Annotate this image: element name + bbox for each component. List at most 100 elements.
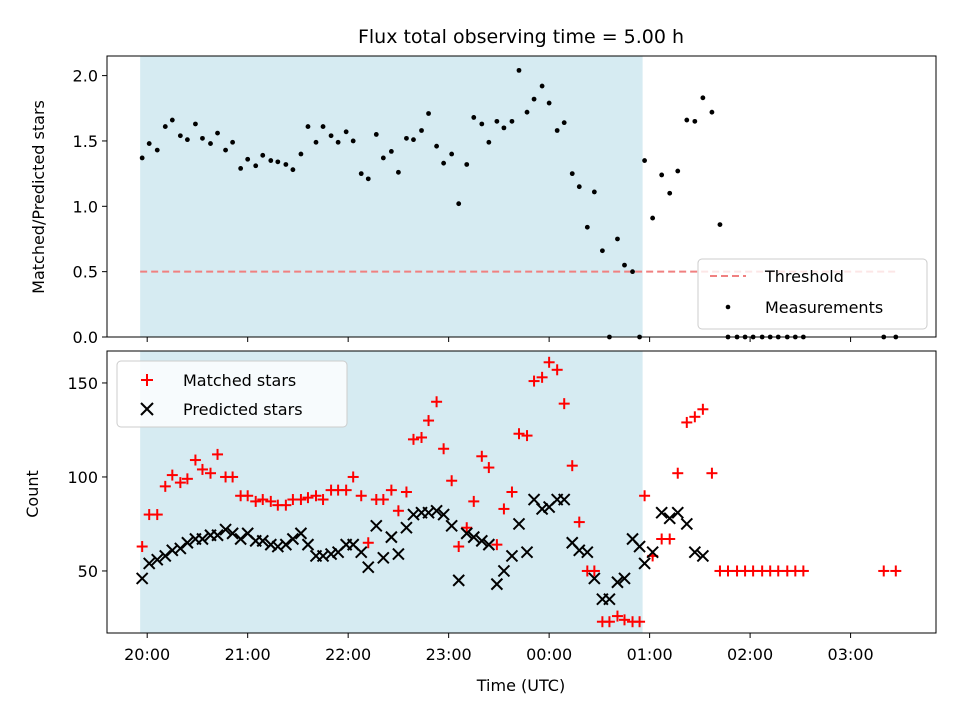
bottom-ytick-label: 100 <box>67 468 98 487</box>
matched-star-point <box>697 403 709 415</box>
matched-star-point <box>302 492 314 504</box>
measurement-point <box>245 156 251 162</box>
legend-predicted-label: Predicted stars <box>183 400 303 419</box>
matched-star-point <box>431 396 443 408</box>
measurement-point <box>569 171 575 177</box>
predicted-star-point <box>226 527 239 540</box>
matched-star-point <box>536 371 548 383</box>
measurement-point <box>184 137 190 143</box>
top-shaded-span <box>140 56 643 337</box>
measurement-point <box>441 160 447 166</box>
measurement-point <box>305 124 311 129</box>
measurement-point <box>215 130 220 136</box>
measurement-point <box>268 158 274 163</box>
measurement-point <box>456 201 462 207</box>
measurement-point <box>539 83 545 89</box>
matched-star-point <box>521 430 533 442</box>
predicted-star-point <box>646 545 659 559</box>
measurement-point <box>434 143 439 149</box>
matched-star-point <box>513 428 525 440</box>
legend-matched-label: Matched stars <box>183 371 296 390</box>
bottom-xtick-label: 22:00 <box>325 645 371 664</box>
predicted-star-point <box>671 506 684 519</box>
bottom-plot-frame <box>106 350 937 634</box>
measurement-point <box>313 139 319 145</box>
measurement-point <box>411 137 416 143</box>
top-legend: Threshold Measurements <box>697 258 928 330</box>
measurement-point <box>622 262 627 268</box>
matched-star-point <box>706 467 718 479</box>
predicted-star-point <box>286 532 300 546</box>
legend-matched-marker <box>141 374 153 386</box>
predicted-star-point <box>301 538 315 551</box>
measurement-point <box>404 135 409 141</box>
top-ytick-label: 1.5 <box>73 132 98 151</box>
matched-star-point <box>611 610 623 622</box>
matched-star-point <box>310 490 322 502</box>
matched-star-point <box>166 469 178 481</box>
legend-measurements-label: Measurements <box>765 298 883 317</box>
measurement-point <box>343 129 349 135</box>
measurement-point <box>200 135 205 141</box>
measurement-point <box>709 109 715 115</box>
predicted-star-point <box>392 547 405 561</box>
predicted-star-point <box>557 493 571 506</box>
matched-star-point <box>878 565 890 577</box>
measurement-point <box>650 215 656 221</box>
predicted-star-point <box>467 530 480 544</box>
matched-star-point <box>672 467 684 479</box>
predicted-star-point <box>151 553 164 566</box>
predicted-star-point <box>633 540 646 553</box>
predicted-star-point <box>324 547 338 561</box>
matched-star-point <box>618 614 630 626</box>
matched-star-point <box>528 375 540 387</box>
matched-star-point <box>189 454 201 466</box>
matched-star-point <box>634 616 646 628</box>
measurement-point <box>642 158 647 163</box>
measurement-point <box>230 139 236 145</box>
measurement-point <box>358 171 364 177</box>
predicted-star-point <box>219 523 232 536</box>
matched-star-point <box>506 486 518 498</box>
matched-star-point <box>446 475 458 487</box>
matched-star-point <box>566 460 578 472</box>
chart-title: Flux total observing time = 5.00 h <box>358 26 684 48</box>
matched-star-point <box>250 495 262 507</box>
measurement-point <box>169 117 175 123</box>
top-ylabel: Matched/Predicted stars <box>29 100 48 294</box>
measurement-point <box>162 124 168 129</box>
measurement-point <box>700 95 706 101</box>
matched-star-point <box>257 494 269 506</box>
measurement-point <box>531 96 537 102</box>
measurement-point <box>599 248 605 254</box>
measurement-point <box>328 133 334 139</box>
predicted-star-point <box>475 534 489 548</box>
matched-star-point <box>588 565 600 577</box>
predicted-star-point <box>535 502 549 516</box>
matched-star-point <box>242 490 254 502</box>
measurement-point <box>260 152 266 158</box>
top-plot-frame <box>106 55 937 338</box>
predicted-star-point <box>135 572 149 585</box>
bottom-xtick-label: 20:00 <box>124 645 170 664</box>
measurement-point <box>154 147 160 153</box>
matched-star-point <box>438 443 450 455</box>
matched-star-point <box>603 616 615 628</box>
bottom-xtick-label: 21:00 <box>225 645 271 664</box>
measurement-point <box>396 169 401 175</box>
legend-predicted-marker <box>140 402 154 416</box>
measurement-point <box>501 125 507 131</box>
matched-star-point <box>136 541 148 553</box>
bottom-ytick-label: 150 <box>67 374 98 393</box>
matched-star-point <box>317 494 329 506</box>
matched-star-point <box>639 490 651 502</box>
bottom-xtick-label: 02:00 <box>727 645 773 664</box>
measurement-point <box>419 128 424 133</box>
matched-star-point <box>551 364 563 376</box>
matched-star-point <box>558 398 570 410</box>
bottom-legend: Matched stars Predicted stars <box>116 360 348 428</box>
measurement-point <box>509 118 515 124</box>
matched-star-point <box>385 484 397 496</box>
measurement-point <box>692 118 698 124</box>
measurement-point <box>576 184 582 190</box>
